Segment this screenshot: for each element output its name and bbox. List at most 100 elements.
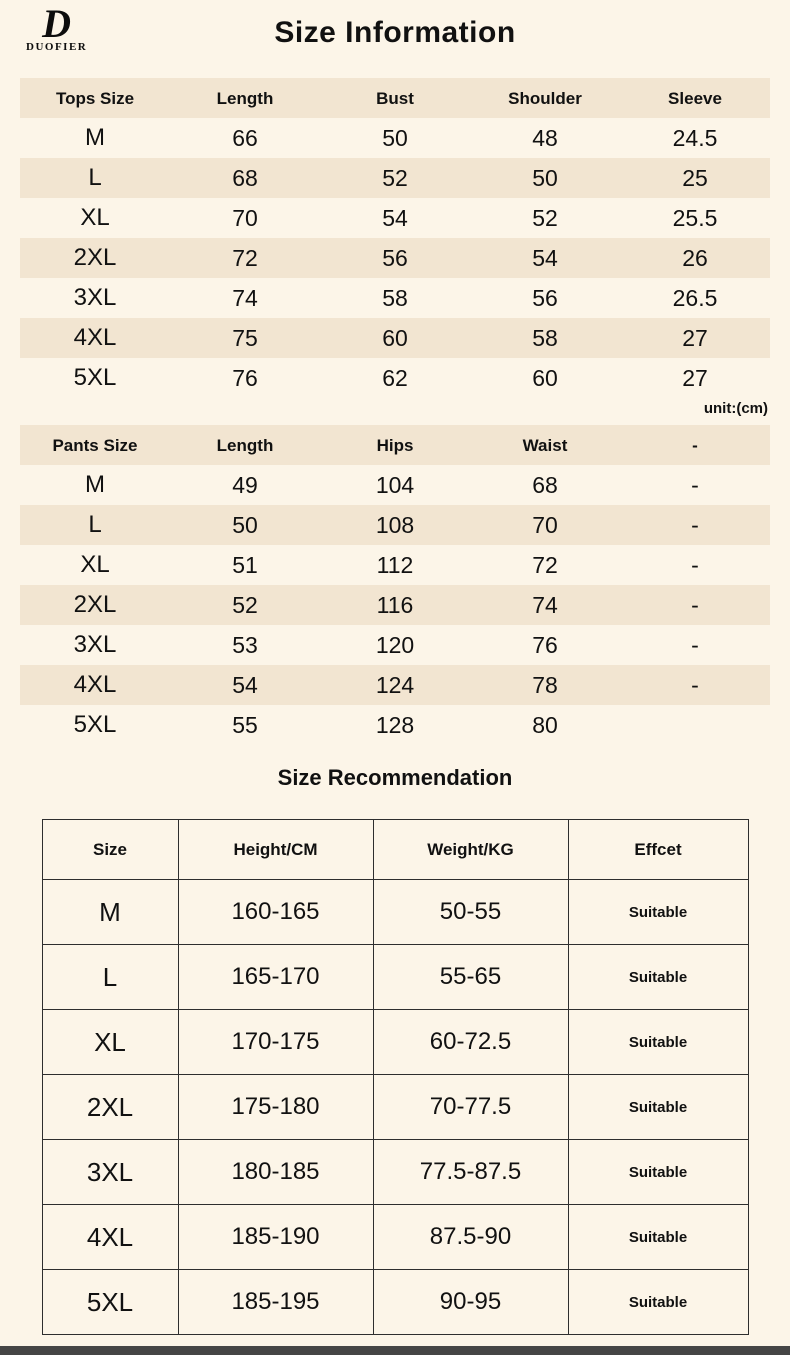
- cell: 78: [532, 671, 558, 698]
- cell-size: 4XL: [73, 324, 117, 351]
- table-row: L 50 108 70 -: [20, 505, 770, 545]
- cell-weight: 60-72.5: [373, 1010, 569, 1075]
- tops-header-row: Tops Size Length Bust Shoulder Sleeve: [20, 78, 770, 118]
- column-header: Effcet: [568, 820, 749, 880]
- cell: 56: [382, 244, 408, 271]
- table-row: M 66 50 48 24.5: [20, 118, 770, 158]
- cell-size: L: [88, 164, 102, 191]
- cell-height: 160-165: [178, 880, 374, 945]
- cell: 50: [532, 164, 558, 191]
- cell: 27: [682, 364, 708, 391]
- cell: -: [691, 511, 699, 538]
- cell: 56: [532, 284, 558, 311]
- cell: 72: [232, 244, 258, 271]
- cell: 68: [532, 471, 558, 498]
- column-header: Sleeve: [668, 88, 722, 108]
- cell-size: L: [42, 945, 179, 1010]
- cell: 74: [232, 284, 258, 311]
- cell-height: 180-185: [178, 1140, 374, 1205]
- cell: 52: [382, 164, 408, 191]
- cell-size: 5XL: [73, 711, 117, 738]
- cell: 54: [232, 671, 258, 698]
- table-row: 4XL 185-190 87.5-90 Suitable: [42, 1205, 749, 1270]
- table-row: XL 70 54 52 25.5: [20, 198, 770, 238]
- size-recommendation-table: Size Height/CM Weight/KG Effcet M 160-16…: [41, 819, 749, 1335]
- cell: 66: [232, 124, 258, 151]
- cell-size: M: [85, 471, 105, 498]
- column-header: Height/CM: [178, 820, 374, 880]
- unit-note: unit:(cm): [703, 400, 768, 417]
- cell: 53: [232, 631, 258, 658]
- cell: 49: [232, 471, 258, 498]
- cell-size: 3XL: [73, 284, 117, 311]
- column-header: Shoulder: [508, 88, 582, 108]
- cell: 62: [382, 364, 408, 391]
- cell-size: 4XL: [73, 671, 117, 698]
- cell: 54: [382, 204, 408, 231]
- cell-effect: Suitable: [568, 1205, 749, 1270]
- cell-weight: 90-95: [373, 1270, 569, 1335]
- table-row: 2XL 72 56 54 26: [20, 238, 770, 278]
- table-row: 5XL 76 62 60 27: [20, 358, 770, 398]
- table-row: M 49 104 68 -: [20, 465, 770, 505]
- cell: 124: [375, 671, 415, 698]
- cell: 104: [375, 471, 415, 498]
- pants-size-table: Pants Size Length Hips Waist - M 49 104 …: [20, 425, 770, 745]
- cell-size: 3XL: [42, 1140, 179, 1205]
- table-row: 3XL 180-185 77.5-87.5 Suitable: [42, 1140, 749, 1205]
- cell-size: 2XL: [73, 244, 117, 271]
- column-header: Pants Size: [52, 435, 138, 455]
- cell: 48: [532, 124, 558, 151]
- cell: 55: [232, 711, 258, 738]
- tops-size-table: Tops Size Length Bust Shoulder Sleeve M …: [20, 78, 770, 398]
- brand-logo-initial: D: [42, 1, 72, 46]
- cell: -: [691, 671, 699, 698]
- table-row: 4XL 75 60 58 27: [20, 318, 770, 358]
- cell: 60: [532, 364, 558, 391]
- table-row: L 165-170 55-65 Suitable: [42, 945, 749, 1010]
- table-row: 2XL 52 116 74 -: [20, 585, 770, 625]
- cell: 120: [375, 631, 415, 658]
- cell: 60: [382, 324, 408, 351]
- cell-size: M: [42, 880, 179, 945]
- cell: 24.5: [672, 124, 718, 151]
- cell-size: 2XL: [73, 591, 117, 618]
- cell-effect: Suitable: [568, 880, 749, 945]
- cell: -: [691, 591, 699, 618]
- brand-logo: D DUOFIER: [26, 1, 87, 54]
- column-header: -: [692, 435, 698, 455]
- cell-size: 5XL: [42, 1270, 179, 1335]
- cell: 72: [532, 551, 558, 578]
- column-header: Length: [216, 88, 274, 108]
- table-row: 5XL 185-195 90-95 Suitable: [42, 1270, 749, 1335]
- cell: 70: [532, 511, 558, 538]
- cell-effect: Suitable: [568, 1270, 749, 1335]
- cell: 58: [532, 324, 558, 351]
- page-title: Size Information: [274, 16, 516, 49]
- table-row: 3XL 53 120 76 -: [20, 625, 770, 665]
- cell: 54: [532, 244, 558, 271]
- cell: -: [691, 551, 699, 578]
- pants-header-row: Pants Size Length Hips Waist -: [20, 425, 770, 465]
- cell-height: 185-195: [178, 1270, 374, 1335]
- cell-height: 175-180: [178, 1075, 374, 1140]
- cell: 27: [682, 324, 708, 351]
- table-row: L 68 52 50 25: [20, 158, 770, 198]
- table-row: M 160-165 50-55 Suitable: [42, 880, 749, 945]
- cell-weight: 77.5-87.5: [373, 1140, 569, 1205]
- cell-weight: 87.5-90: [373, 1205, 569, 1270]
- cell-weight: 50-55: [373, 880, 569, 945]
- cell: 52: [532, 204, 558, 231]
- cell-size: XL: [80, 551, 110, 578]
- cell: 70: [232, 204, 258, 231]
- cell: 50: [382, 124, 408, 151]
- cell-size: L: [88, 511, 102, 538]
- cell: 74: [532, 591, 558, 618]
- recommendation-header-row: Size Height/CM Weight/KG Effcet: [42, 820, 749, 880]
- cell-size: 2XL: [42, 1075, 179, 1140]
- cell-effect: Suitable: [568, 945, 749, 1010]
- recommendation-title: Size Recommendation: [277, 765, 513, 790]
- cell-weight: 55-65: [373, 945, 569, 1010]
- cell: 108: [375, 511, 415, 538]
